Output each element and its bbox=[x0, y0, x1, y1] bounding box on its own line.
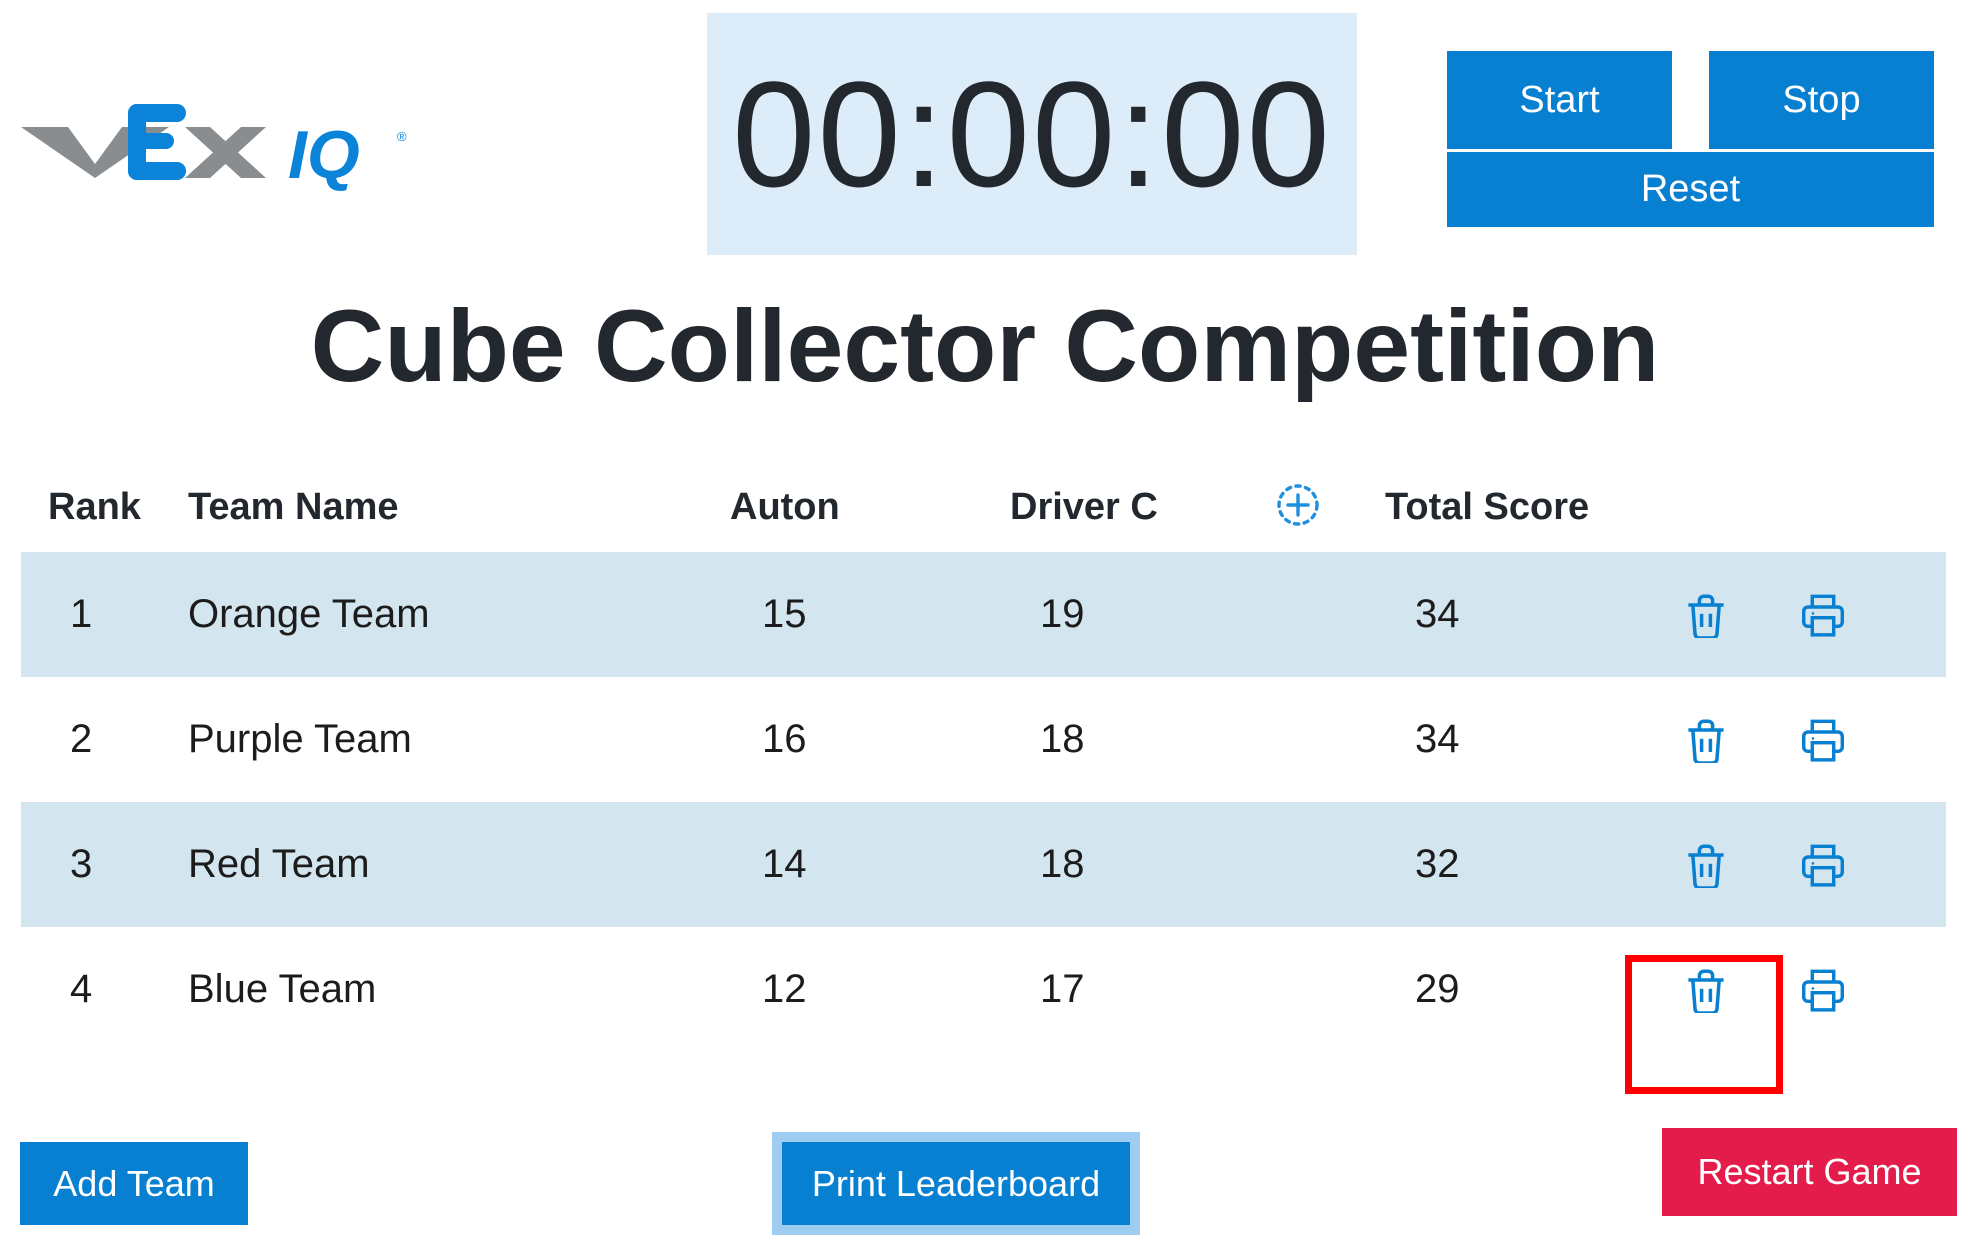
svg-text:®: ® bbox=[397, 129, 407, 144]
svg-text:IQ: IQ bbox=[288, 117, 360, 193]
